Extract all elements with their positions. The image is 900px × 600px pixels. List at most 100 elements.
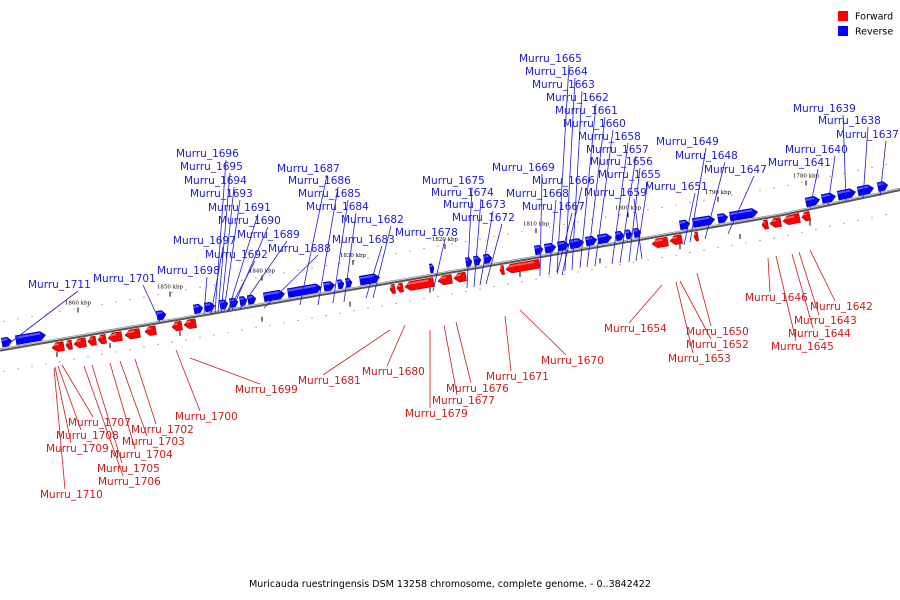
guide-dot bbox=[563, 273, 565, 276]
scale-tick-label: 1790 kbp bbox=[705, 190, 732, 196]
forward-leader-line bbox=[322, 329, 391, 376]
gene-shine bbox=[51, 343, 59, 347]
gene-shine bbox=[156, 311, 163, 315]
guide-dot bbox=[451, 243, 453, 245]
forward-leader-line bbox=[83, 365, 124, 477]
reverse-gene-label: Murru_1692 bbox=[205, 249, 268, 261]
gene-shine bbox=[97, 335, 103, 339]
forward-leader-line bbox=[119, 360, 148, 437]
guide-dot bbox=[857, 169, 859, 172]
reverse-gene-arrow bbox=[543, 242, 557, 254]
guide-dot bbox=[689, 202, 691, 204]
reverse-gene-label: Murru_1655 bbox=[598, 169, 661, 181]
reverse-leader-line bbox=[594, 129, 614, 267]
gene-body bbox=[87, 335, 97, 346]
forward-gene-arrow bbox=[453, 271, 467, 283]
reverse-leader-line bbox=[827, 155, 836, 206]
guide-dot bbox=[437, 245, 439, 247]
forward-gene-label: Murru_1705 bbox=[97, 463, 160, 475]
reverse-leader-line bbox=[317, 186, 339, 306]
guide-dot bbox=[829, 225, 831, 228]
gene-shine bbox=[651, 238, 663, 243]
gene-body bbox=[856, 184, 875, 197]
reverse-gene-arrow bbox=[464, 257, 473, 268]
forward-gene-label: Murru_1708 bbox=[56, 430, 119, 442]
gene-body bbox=[389, 283, 396, 294]
guide-dot bbox=[801, 181, 803, 183]
reverse-gene-label: Murru_1639 bbox=[793, 103, 856, 115]
forward-gene-label: Murru_1652 bbox=[686, 339, 749, 351]
reverse-gene-label: Murru_1647 bbox=[704, 164, 767, 176]
forward-gene-label: Murru_1706 bbox=[98, 476, 161, 488]
gene-body bbox=[155, 310, 167, 321]
gene-shine bbox=[337, 280, 342, 284]
gene-shine bbox=[183, 320, 191, 324]
reverse-gene-label: Murru_1697 bbox=[173, 235, 236, 247]
forward-gene-label: Murru_1676 bbox=[446, 383, 509, 395]
reverse-leader-line bbox=[220, 186, 235, 313]
gene-body bbox=[728, 208, 758, 222]
guide-dot bbox=[409, 250, 411, 252]
guide-dot bbox=[311, 267, 313, 269]
reverse-gene-arrow bbox=[192, 303, 204, 315]
forward-leader-line bbox=[809, 249, 836, 302]
reverse-gene-label: Murru_1689 bbox=[237, 229, 300, 241]
reverse-gene-label: Murru_1640 bbox=[785, 144, 848, 156]
reverse-gene-label: Murru_1666 bbox=[532, 175, 595, 187]
gene-shine bbox=[499, 266, 503, 270]
gene-body bbox=[203, 301, 216, 313]
guide-dot bbox=[213, 334, 215, 336]
guide-dot bbox=[31, 365, 33, 368]
forward-gene-arrow bbox=[437, 274, 453, 286]
reverse-gene-label: Murru_1693 bbox=[190, 188, 253, 200]
guide-dot bbox=[353, 310, 355, 312]
forward-leader-line bbox=[696, 272, 712, 327]
gene-shine bbox=[323, 282, 331, 286]
forward-gene-arrow bbox=[65, 339, 73, 350]
gene-body bbox=[183, 318, 197, 330]
gene-body bbox=[171, 320, 183, 332]
reverse-gene-label: Murru_1690 bbox=[218, 215, 281, 227]
gene-body bbox=[453, 271, 467, 283]
guide-dot bbox=[577, 221, 579, 223]
gene-shine bbox=[615, 232, 621, 235]
guide-dot bbox=[745, 242, 747, 244]
forward-leader-line bbox=[791, 253, 814, 329]
guide-dot bbox=[255, 277, 257, 279]
reverse-gene-label: Murru_1669 bbox=[492, 162, 555, 174]
guide-dot bbox=[283, 272, 285, 274]
forward-gene-label: Murru_1679 bbox=[405, 408, 468, 420]
reverse-gene-arrow bbox=[856, 184, 875, 197]
gene-body bbox=[107, 331, 123, 343]
reverse-leader-line bbox=[571, 90, 583, 271]
forward-gene-arrow bbox=[769, 217, 782, 228]
gene-shine bbox=[801, 212, 807, 216]
reverse-gene-arrow bbox=[322, 281, 336, 292]
guide-dot bbox=[605, 216, 607, 218]
gene-shine bbox=[453, 273, 461, 277]
guide-dot bbox=[325, 315, 327, 317]
forward-gene-arrow bbox=[51, 341, 65, 352]
reverse-gene-label: Murru_1641 bbox=[768, 157, 831, 169]
guide-dot bbox=[115, 351, 117, 353]
reverse-leader-line bbox=[142, 284, 161, 323]
reverse-gene-label: Murru_1637 bbox=[836, 129, 899, 141]
guide-dot bbox=[843, 222, 845, 225]
forward-gene-arrow bbox=[669, 234, 683, 245]
forward-leader-line bbox=[775, 255, 797, 342]
guide-dot bbox=[787, 234, 789, 236]
guide-dot bbox=[437, 295, 439, 297]
reverse-leader-line bbox=[223, 199, 241, 312]
reverse-leader-line bbox=[343, 212, 357, 303]
guide-dot bbox=[367, 257, 369, 259]
reverse-gene-label: Murru_1668 bbox=[506, 188, 569, 200]
reverse-leader-line bbox=[556, 64, 570, 273]
gene-body bbox=[624, 229, 633, 240]
guide-dot bbox=[409, 300, 411, 302]
forward-gene-arrow bbox=[389, 283, 396, 294]
guide-dot bbox=[115, 301, 117, 303]
forward-gene-label: Murru_1700 bbox=[175, 411, 238, 423]
reverse-leader-line bbox=[628, 167, 641, 263]
gene-body bbox=[836, 188, 856, 201]
